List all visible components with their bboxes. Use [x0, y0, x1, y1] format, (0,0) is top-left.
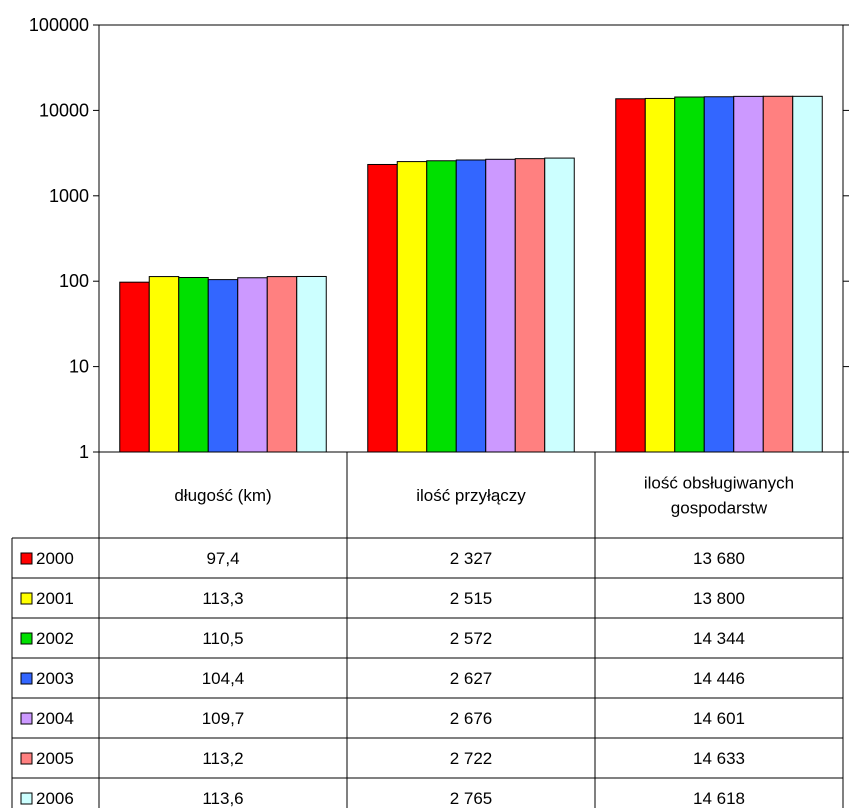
legend-swatch — [20, 552, 33, 565]
table-cell: 2 327 — [450, 549, 493, 568]
table-cell: 14 344 — [693, 629, 745, 648]
category-label: gospodarstw — [671, 499, 768, 518]
legend-label: 2004 — [36, 709, 74, 728]
bar — [703, 96, 735, 453]
legend-label: 2006 — [36, 789, 74, 808]
table-cell: 14 633 — [693, 749, 745, 768]
category-label: ilość przyłączy — [416, 486, 526, 505]
y-tick-label: 10000 — [39, 100, 89, 120]
table-cell: 104,4 — [202, 669, 245, 688]
category-label: długość (km) — [174, 486, 271, 505]
legend-swatch — [20, 792, 33, 805]
y-tick-label: 1 — [79, 442, 89, 462]
bar — [762, 95, 794, 453]
legend-label: 2002 — [36, 629, 74, 648]
legend-label: 2000 — [36, 549, 74, 568]
table-cell: 109,7 — [202, 709, 245, 728]
bar — [296, 275, 327, 453]
bar — [733, 95, 764, 453]
table-cell: 2 676 — [450, 709, 493, 728]
table-cell: 113,6 — [202, 789, 243, 808]
legend-swatch — [20, 712, 33, 725]
table-cell: 97,4 — [206, 549, 239, 568]
bar — [792, 95, 823, 453]
table-cell: 113,3 — [202, 589, 243, 608]
bar — [426, 160, 457, 453]
table-cell: 14 446 — [693, 669, 745, 688]
legend-label: 2003 — [36, 669, 74, 688]
table-cell: 14 601 — [693, 709, 745, 728]
bar — [266, 276, 298, 453]
legend-swatch — [20, 752, 33, 765]
table-cell: 2 765 — [450, 789, 493, 808]
table-cell: 110,5 — [202, 629, 243, 648]
table-cell: 2 572 — [450, 629, 493, 648]
bar — [615, 98, 646, 453]
legend-swatch — [20, 632, 33, 645]
y-tick-label: 10 — [69, 357, 89, 377]
bar — [674, 96, 705, 453]
bar — [514, 158, 546, 453]
y-tick-label: 100000 — [29, 15, 89, 35]
category-label: ilość obsługiwanych — [644, 474, 794, 493]
legend-label: 2001 — [36, 589, 74, 608]
bar — [455, 159, 487, 453]
bar — [148, 276, 180, 453]
legend-swatch — [20, 592, 33, 605]
table-cell: 2 627 — [450, 669, 493, 688]
bar — [396, 161, 428, 453]
table-cell: 2 515 — [450, 589, 493, 608]
table-cell: 113,2 — [202, 749, 243, 768]
table-cell: 13 800 — [693, 589, 745, 608]
table-cell: 14 618 — [693, 789, 745, 808]
bar — [644, 97, 676, 453]
bar — [178, 276, 209, 453]
bar — [485, 158, 516, 453]
y-tick-label: 100 — [59, 271, 89, 291]
table-cell: 13 680 — [693, 549, 745, 568]
bar — [237, 277, 268, 453]
bar — [544, 157, 575, 453]
legend-label: 2005 — [36, 749, 74, 768]
bar — [367, 163, 398, 453]
y-tick-label: 1000 — [49, 186, 89, 206]
bar — [119, 281, 150, 453]
table-cell: 2 722 — [450, 749, 493, 768]
legend-swatch — [20, 672, 33, 685]
bar — [207, 279, 239, 453]
